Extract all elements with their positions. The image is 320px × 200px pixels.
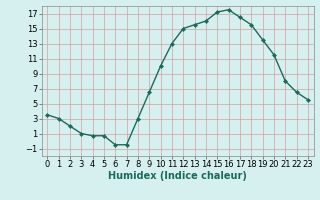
X-axis label: Humidex (Indice chaleur): Humidex (Indice chaleur) [108, 171, 247, 181]
